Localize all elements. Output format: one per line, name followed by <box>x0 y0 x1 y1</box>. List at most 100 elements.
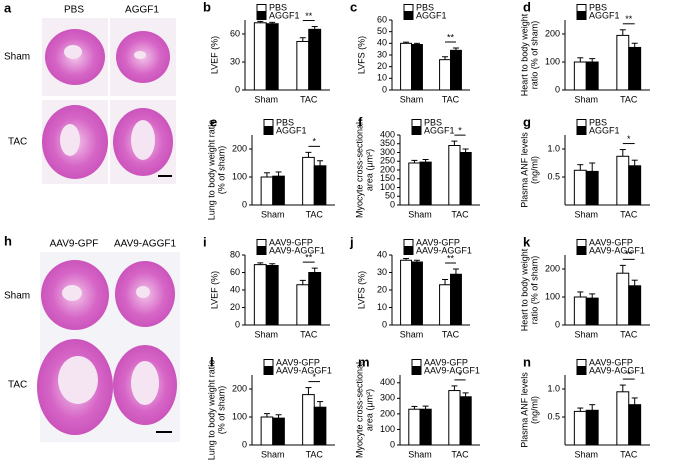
bar <box>616 155 630 206</box>
bar <box>450 273 462 326</box>
y-tick-label: 20 <box>377 284 387 294</box>
y-axis-label: (% of sham) <box>216 146 226 195</box>
x-tick-label: TAC <box>451 449 469 459</box>
y-axis-label: LVFS (%) <box>356 36 366 74</box>
y-axis-label: Myocyte cross-sectional <box>354 122 364 218</box>
x-tick-label: TAC <box>300 94 318 104</box>
legend-swatch <box>403 4 414 12</box>
bar <box>400 259 412 326</box>
legend-swatch <box>576 367 587 375</box>
significance-label: ** <box>305 253 313 263</box>
legend-swatch <box>256 239 267 247</box>
legend-label: PBS <box>276 117 294 127</box>
x-tick-label: Sham <box>254 94 278 104</box>
y-tick-label: 40 <box>230 284 240 294</box>
y-axis-label: LVEF (%) <box>209 36 219 74</box>
y-tick-label: 100 <box>232 171 247 181</box>
y-tick-label: 400 <box>380 377 395 387</box>
bar <box>459 152 472 206</box>
y-tick-label: 40 <box>377 249 387 259</box>
significance-label: * <box>312 372 316 382</box>
bar <box>272 417 285 446</box>
legend-label: PBS <box>589 2 607 12</box>
y-tick-label: 200 <box>380 408 395 418</box>
bar <box>260 176 274 206</box>
x-tick-label: Sham <box>400 329 424 339</box>
x-tick-label: Sham <box>400 94 424 104</box>
bar <box>439 284 451 326</box>
y-axis-label: LVEF (%) <box>209 271 219 309</box>
bar <box>313 406 327 446</box>
x-tick-label: TAC <box>620 329 638 339</box>
histology-images <box>37 252 180 442</box>
y-tick-label: 0 <box>382 84 387 94</box>
bar <box>628 46 642 91</box>
significance-label: * <box>458 126 462 136</box>
bar <box>313 165 327 206</box>
panel-letter: a <box>4 0 12 15</box>
x-tick-label: TAC <box>306 209 324 219</box>
legend-label: AAV9-GFP <box>276 357 320 367</box>
y-tick-label: 100 <box>380 424 395 434</box>
y-tick-label: 100 <box>545 291 560 301</box>
x-tick-label: Sham <box>408 209 432 219</box>
bar <box>265 23 279 91</box>
y-axis-label: ratio (% of sham) <box>529 21 539 90</box>
bar <box>573 169 587 206</box>
significance-label: ** <box>625 250 633 260</box>
y-tick-label: 1.0 <box>547 383 560 393</box>
column-label: AGGF1 <box>125 5 159 16</box>
bar <box>411 261 423 326</box>
legend-swatch <box>411 367 422 375</box>
row-label: Sham <box>4 52 30 63</box>
legend-swatch <box>411 359 422 367</box>
legend-swatch <box>576 359 587 367</box>
y-tick-label: 50 <box>385 191 395 201</box>
bar <box>265 265 279 326</box>
panel-letter: h <box>4 233 12 248</box>
legend-label: PBS <box>589 117 607 127</box>
row-label: TAC <box>8 137 27 148</box>
legend-label: AGGF1 <box>416 10 447 20</box>
bar <box>408 408 421 446</box>
panel-letter: g <box>523 114 531 129</box>
y-axis-label: Heart to body weight <box>519 13 529 96</box>
bar <box>616 34 630 91</box>
bar <box>411 44 423 91</box>
legend-swatch <box>576 12 587 20</box>
legend-swatch <box>576 127 587 135</box>
legend-label: AAV9-AGGF1 <box>424 365 480 375</box>
panel-letter: e <box>210 114 217 129</box>
bar <box>628 285 642 326</box>
legend-swatch <box>263 119 274 127</box>
bar <box>308 28 322 91</box>
bar <box>272 175 285 206</box>
y-axis-label: (% of sham) <box>216 386 226 435</box>
y-tick-label: 80 <box>230 249 240 259</box>
legend-swatch <box>576 4 587 12</box>
histology-images <box>42 18 176 184</box>
legend-label: AAV9-GFP <box>589 357 633 367</box>
x-tick-label: Sham <box>261 449 285 459</box>
y-tick-label: 20 <box>377 61 387 71</box>
y-tick-label: 30 <box>377 267 387 277</box>
panel-letter: i <box>203 234 207 249</box>
bar <box>253 264 267 326</box>
bar <box>628 404 642 446</box>
legend-label: PBS <box>269 2 287 12</box>
y-tick-label: 0 <box>235 319 240 329</box>
row-label: TAC <box>8 380 27 391</box>
legend-swatch <box>576 119 587 127</box>
bar <box>448 390 461 446</box>
y-tick-label: 300 <box>380 147 395 157</box>
x-tick-label: TAC <box>451 209 469 219</box>
y-axis-label: Myocyte cross-sectional <box>354 362 364 458</box>
bar <box>308 272 322 326</box>
y-tick-label: 0 <box>235 84 240 94</box>
bar <box>573 296 587 326</box>
significance-label: * <box>627 134 631 144</box>
y-axis-label: (ng/ml) <box>529 396 539 424</box>
legend-label: AAV9-AGGF1 <box>269 245 325 255</box>
legend-swatch <box>263 127 274 135</box>
y-tick-label: 0.5 <box>547 171 560 181</box>
